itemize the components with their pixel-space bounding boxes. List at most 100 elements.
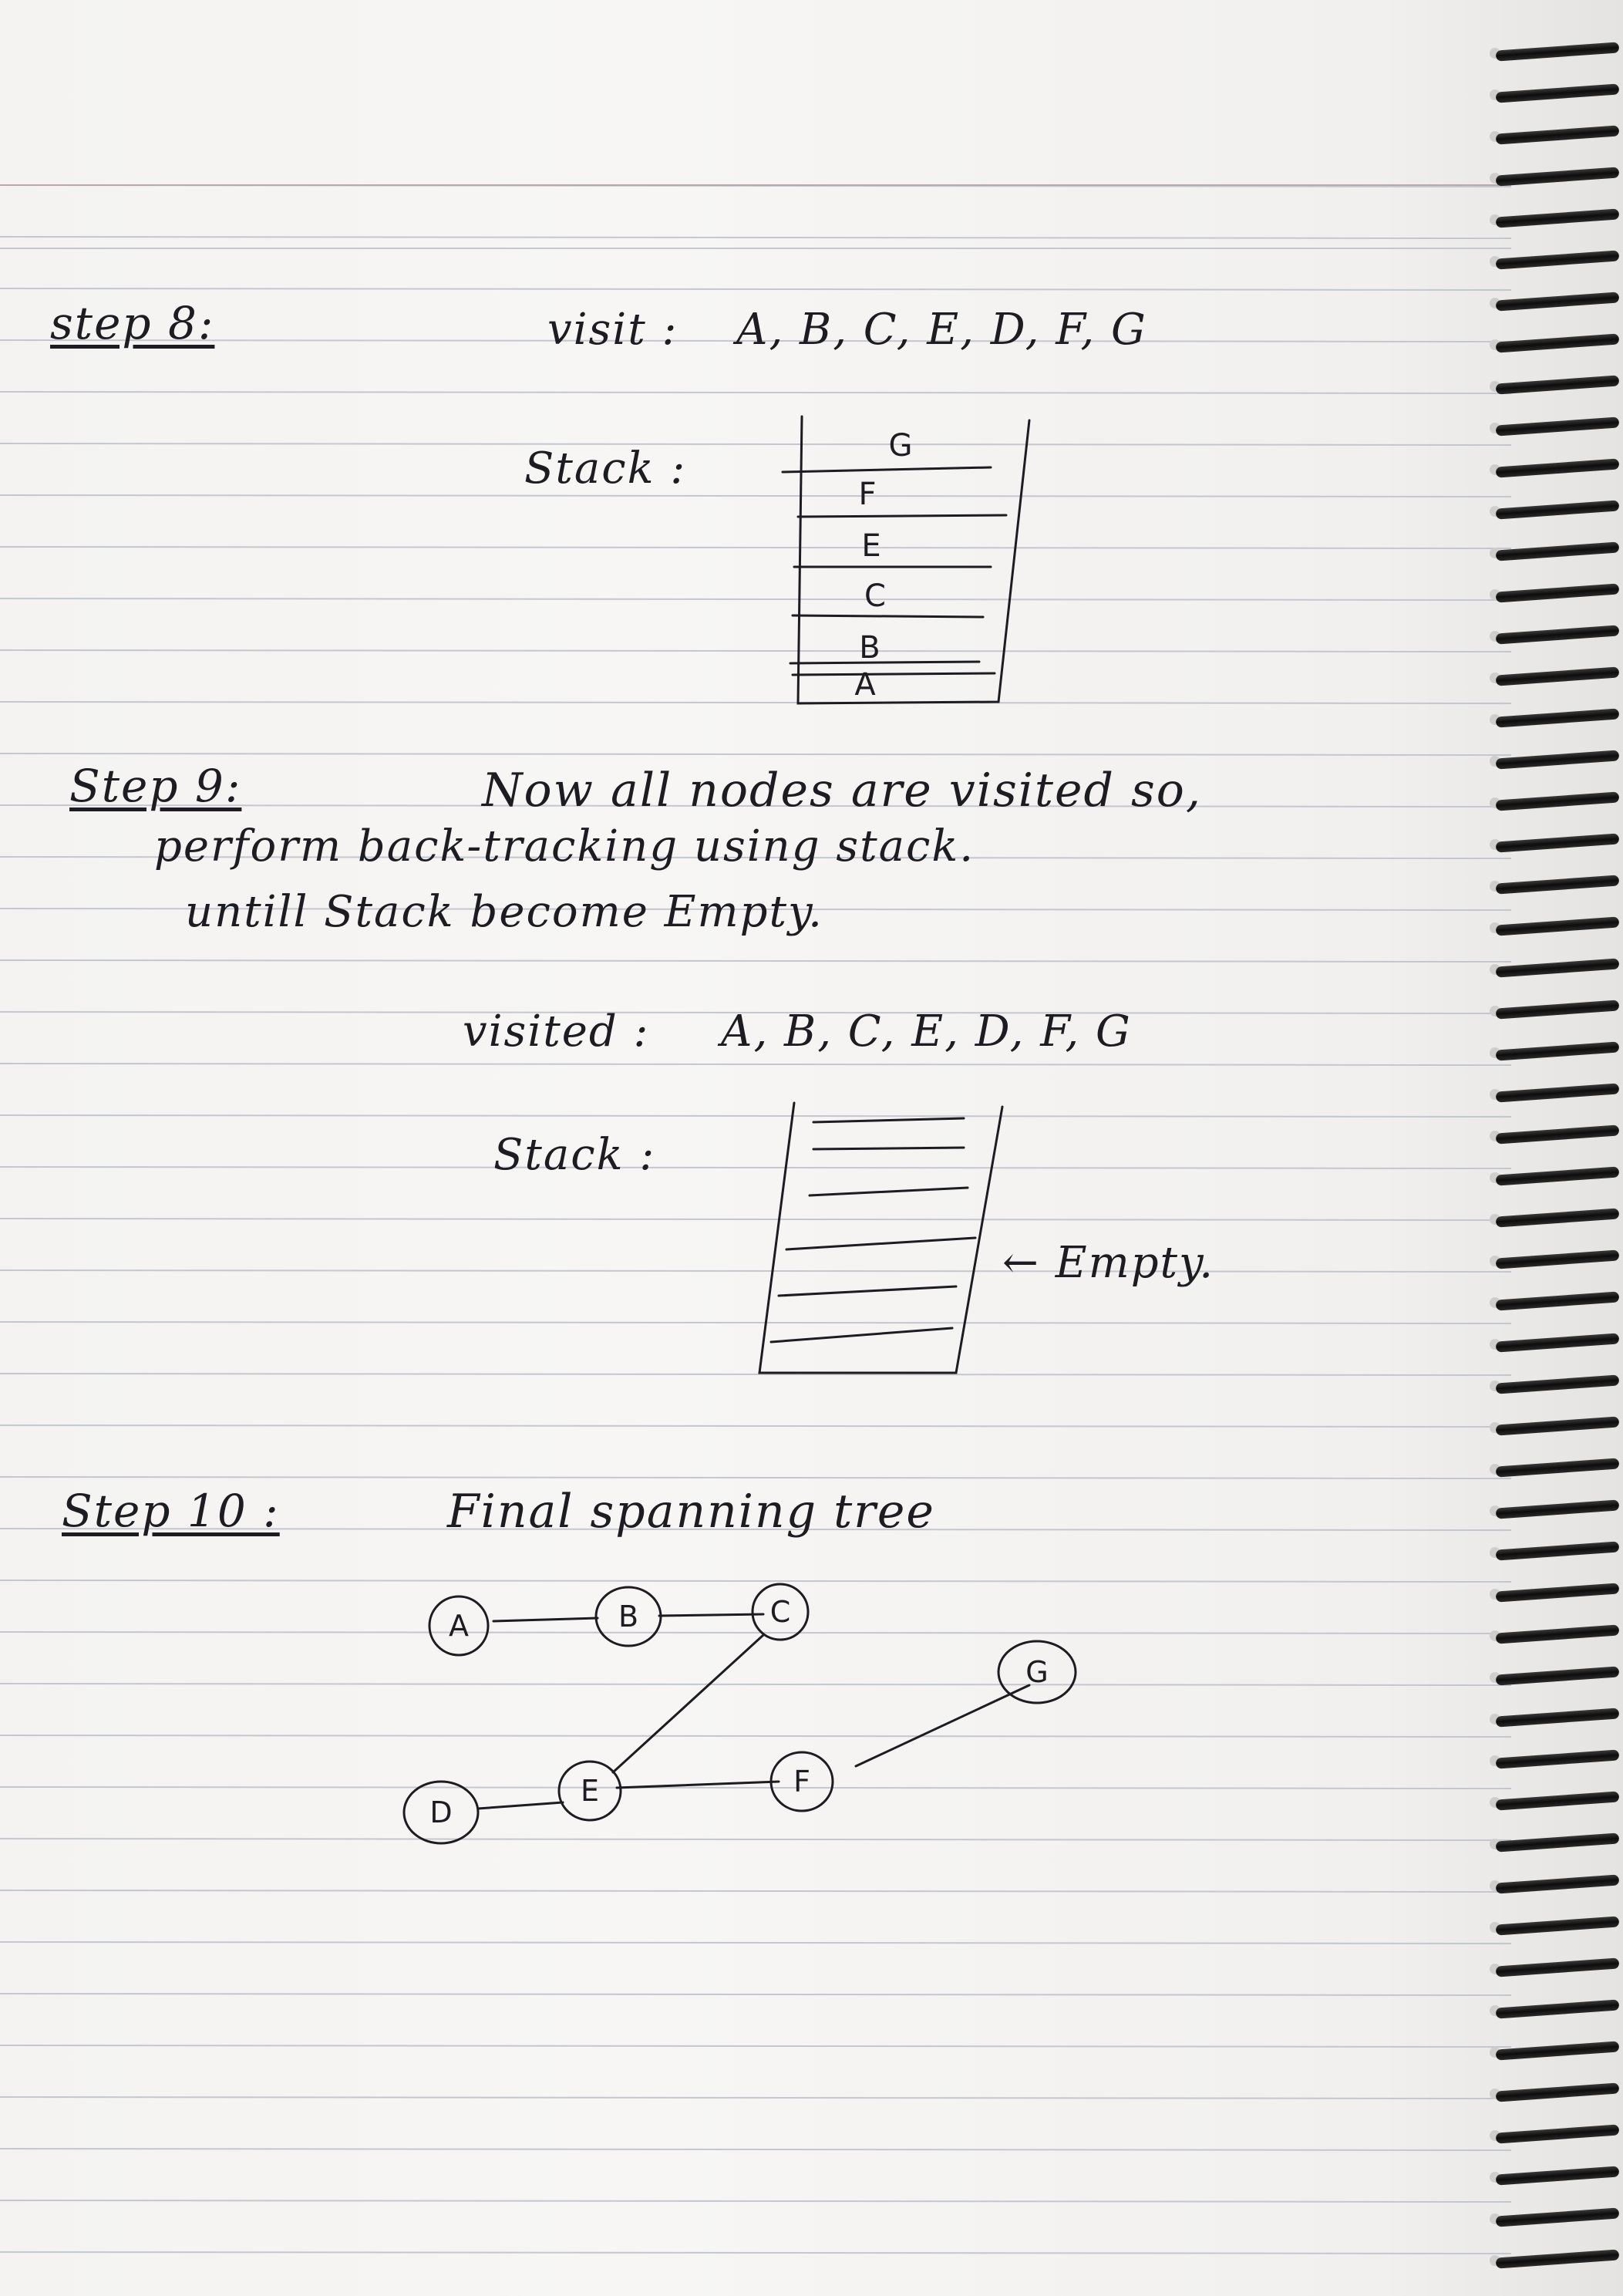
ruled-line (0, 2200, 1511, 2203)
binding-coil (1495, 1249, 1620, 1269)
stack8-item-F: F (858, 477, 877, 512)
binding-coil (1495, 250, 1620, 270)
binding-coil (1495, 1999, 1620, 2019)
binding-coil (1495, 791, 1620, 811)
edge-D-E (476, 1801, 564, 1810)
binding-coil (1495, 750, 1620, 770)
binding-coil (1495, 2124, 1620, 2144)
edge-A-B (492, 1617, 599, 1623)
binding-coil (1495, 500, 1620, 520)
ruled-line (0, 649, 1511, 652)
binding-coil (1495, 2041, 1620, 2061)
node-B (594, 1586, 662, 1647)
binding-coil (1495, 625, 1620, 645)
binding-coil (1495, 2207, 1620, 2227)
ruled-line (0, 339, 1511, 342)
ruled-line (0, 236, 1511, 239)
ruled-line (0, 1786, 1511, 1789)
ruled-line (0, 1011, 1511, 1014)
stack8-item-B: B (859, 630, 881, 666)
ruled-line (0, 1993, 1511, 1996)
ruled-line (0, 701, 1511, 704)
ruled-line (0, 908, 1511, 911)
binding-coil (1495, 1291, 1620, 1311)
binding-coil (1495, 2082, 1620, 2102)
step8-label: step 8: (50, 297, 215, 349)
binding-coil (1495, 1083, 1620, 1103)
stack-step8 (781, 415, 1031, 705)
ruled-line (0, 753, 1511, 756)
binding-coil (1495, 167, 1620, 187)
step9-visited-prefix: visited : (463, 1006, 650, 1057)
binding-coil (1495, 2166, 1620, 2186)
step9-line3: untill Stack become Empty. (185, 887, 823, 937)
node-A (428, 1595, 490, 1657)
binding-coil (1495, 1041, 1620, 1061)
ruled-line (0, 1631, 1511, 1634)
ruled-line (0, 2148, 1511, 2151)
binding-coil (1495, 83, 1620, 103)
ruled-line (0, 1476, 1511, 1479)
stack8-divider (789, 660, 981, 665)
binding-coil (1495, 1208, 1620, 1228)
step9-visited-sequence: A, B, C, E, D, F, G (721, 1006, 1132, 1057)
binding-coil (1495, 958, 1620, 978)
ruled-line (0, 1890, 1511, 1893)
stack9-divider (808, 1186, 969, 1197)
binding-coil (1495, 1374, 1620, 1394)
binding-coil (1495, 416, 1620, 437)
step8-visit-prefix: visit : (547, 305, 678, 355)
step10-title: Final spanning tree (447, 1485, 935, 1539)
ruled-line (0, 546, 1511, 549)
binding-coil (1495, 1624, 1620, 1644)
binding-coil (1495, 1874, 1620, 1894)
binding-coil (1495, 1499, 1620, 1519)
binding-coil (1495, 1666, 1620, 1686)
node-B-label: B (618, 1600, 638, 1633)
binding-coil (1495, 875, 1620, 895)
binding-coil (1495, 333, 1620, 353)
ruled-line (0, 2251, 1511, 2254)
binding-coil (1495, 125, 1620, 145)
ruled-line (0, 598, 1511, 601)
ruled-line (0, 288, 1511, 291)
stack9-divider (777, 1285, 958, 1297)
binding-coil (1495, 1541, 1620, 1561)
edge-F-G (854, 1684, 1031, 1768)
stack9-divider (785, 1236, 977, 1251)
ruled-line (0, 1269, 1511, 1273)
ruled-line (0, 1373, 1511, 1376)
ruled-line (0, 494, 1511, 497)
binding-coil (1495, 1000, 1620, 1020)
diagram-layer: A B C D E F G (402, 415, 1077, 1845)
ruled-line (0, 1735, 1511, 1738)
step8-visit-sequence: A, B, C, E, D, F, G (736, 305, 1147, 355)
ruled-line (0, 1166, 1511, 1169)
stack8-item-E: E (861, 528, 881, 564)
binding-coil (1495, 1749, 1620, 1769)
stack8-divider (796, 514, 1008, 518)
binding-coil (1495, 1708, 1620, 1728)
binding-coil (1495, 1166, 1620, 1186)
stack9-divider (769, 1327, 954, 1344)
ruled-line (0, 1838, 1511, 1841)
step9-line2: perform back-tracking using stack. (154, 821, 975, 872)
spiral-binding (1488, 0, 1623, 2296)
node-labels: A B C D E F G (429, 1595, 1048, 1829)
edge-E-F (615, 1780, 780, 1789)
binding-coil (1495, 833, 1620, 853)
node-D-label: D (429, 1795, 452, 1829)
stack9-divider (812, 1117, 965, 1124)
binding-coil (1495, 1124, 1620, 1145)
binding-coil (1495, 2249, 1620, 2269)
step9-label: Step 9: (69, 760, 242, 812)
stack-empty-annotation: ← Empty. (1002, 1238, 1215, 1288)
binding-coil (1495, 1957, 1620, 1977)
binding-coil (1495, 1416, 1620, 1436)
ruled-line (0, 1580, 1511, 1583)
ruled-line (0, 959, 1511, 963)
binding-coil (1495, 375, 1620, 395)
node-E (557, 1760, 622, 1822)
ruled-lines (0, 184, 1511, 2254)
